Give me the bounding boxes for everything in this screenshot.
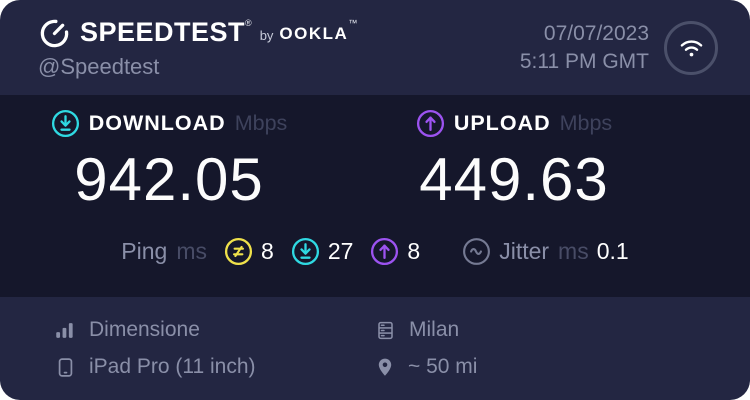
- brand-block: SPEEDTEST ® by OOKLA ™ @Speedtest: [38, 16, 357, 80]
- connection-footer: Dimensione iPad Pro (11 inch): [0, 297, 750, 400]
- results-panel: DOWNLOAD Mbps 942.05 UPLOAD Mbps: [0, 95, 750, 297]
- jitter-value: 0.1: [596, 238, 629, 265]
- isp-row: Dimensione: [55, 318, 375, 342]
- header-right: 07/07/2023 5:11 PM GMT: [520, 20, 718, 75]
- wifi-icon: [678, 36, 705, 60]
- server-icon: [375, 320, 396, 341]
- brand-byline: by: [259, 27, 274, 43]
- upload-unit: Mbps: [559, 110, 613, 135]
- server-row: Milan: [375, 318, 477, 342]
- ping-unit: ms: [176, 238, 208, 265]
- ping-upload-value: 8: [407, 238, 421, 265]
- speedtest-logo: SPEEDTEST ® by OOKLA ™: [38, 16, 357, 50]
- download-ping-icon: [291, 237, 320, 266]
- distance-row: ~ 50 mi: [375, 355, 477, 379]
- jitter-unit: ms: [558, 238, 589, 265]
- ping-download-value: 27: [327, 238, 354, 265]
- tablet-icon: [55, 357, 76, 378]
- upload-value: 449.63: [419, 146, 609, 213]
- account-handle: @Speedtest: [38, 53, 160, 79]
- brand-name: SPEEDTEST: [80, 16, 246, 47]
- server-name: Milan: [409, 318, 460, 341]
- ookla-brand: OOKLA: [279, 23, 349, 43]
- ping-idle-value: 8: [261, 238, 274, 265]
- device-name: iPad Pro (11 inch): [89, 355, 256, 378]
- client-info-column: Dimensione iPad Pro (11 inch): [55, 318, 375, 379]
- download-circle-icon: [51, 109, 80, 138]
- upload-circle-icon: [416, 109, 445, 138]
- upload-header: UPLOAD Mbps: [416, 108, 612, 138]
- download-header: DOWNLOAD Mbps: [51, 108, 288, 138]
- test-date: 07/07/2023: [543, 21, 649, 45]
- gauge-icon: [38, 17, 71, 50]
- server-info-column: Milan ~ 50 mi: [375, 318, 477, 379]
- jitter-label: Jitter: [499, 238, 550, 265]
- test-time: 5:11 PM GMT: [519, 49, 649, 73]
- latency-row: Ping ms 8 27: [0, 237, 750, 266]
- trademark-mark: ™: [348, 17, 358, 28]
- header: SPEEDTEST ® by OOKLA ™ @Speedtest 07/07/…: [0, 0, 750, 95]
- connection-type-indicator: [664, 20, 718, 75]
- registered-mark: ®: [245, 17, 252, 28]
- upload-column: UPLOAD Mbps 449.63: [338, 108, 690, 213]
- server-distance: ~ 50 mi: [408, 355, 478, 378]
- signal-bars-icon: [55, 320, 76, 341]
- speeds-row: DOWNLOAD Mbps 942.05 UPLOAD Mbps: [0, 108, 750, 213]
- location-pin-icon: [375, 357, 395, 377]
- download-label: DOWNLOAD: [88, 110, 226, 135]
- download-value: 942.05: [74, 146, 264, 213]
- isp-name: Dimensione: [89, 318, 200, 341]
- test-datetime: 07/07/2023 5:11 PM GMT: [520, 20, 649, 75]
- ping-label: Ping: [121, 238, 168, 265]
- device-row: iPad Pro (11 inch): [55, 355, 375, 379]
- download-unit: Mbps: [234, 110, 288, 135]
- idle-ping-icon: [224, 237, 253, 266]
- upload-label: UPLOAD: [453, 110, 551, 135]
- jitter-icon: [462, 237, 491, 266]
- download-column: DOWNLOAD Mbps 942.05: [0, 108, 338, 213]
- upload-ping-icon: [370, 237, 399, 266]
